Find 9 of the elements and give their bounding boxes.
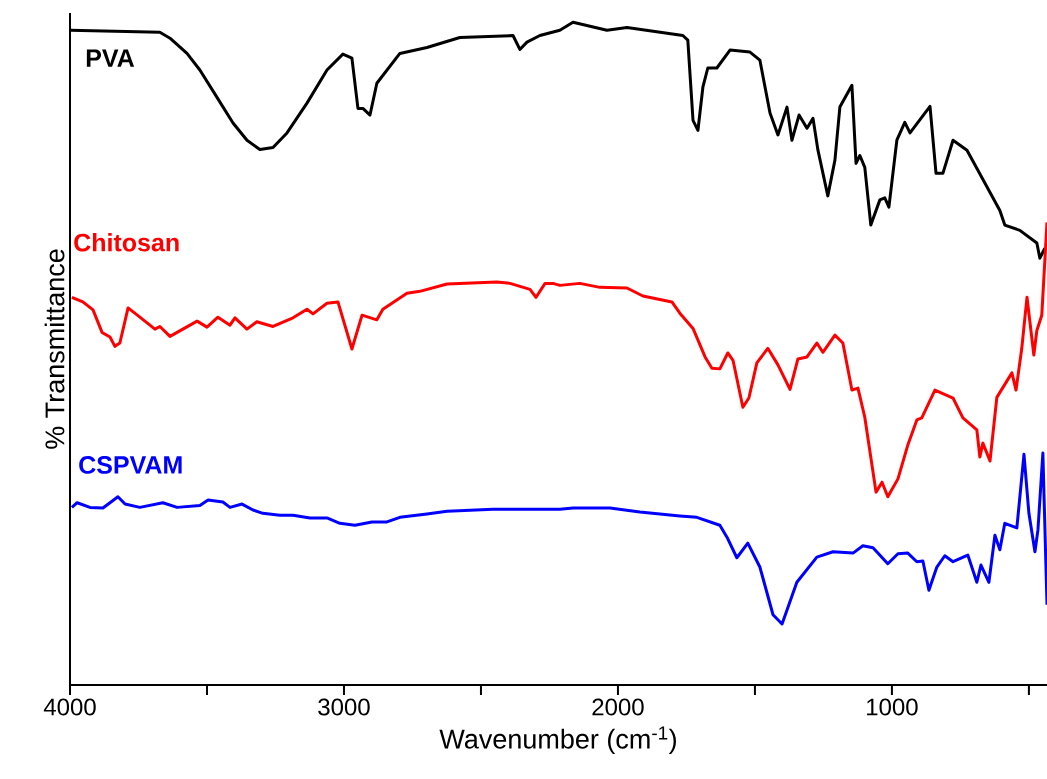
x-axis-title: Wavenumber (cm$^{-1}$) <box>439 726 676 755</box>
y-axis-title: % Transmittance <box>44 249 65 449</box>
x-tick-label: 2000 <box>592 698 644 716</box>
x-tick-label: 1000 <box>867 698 918 716</box>
x-tick-label: 3000 <box>318 698 370 716</box>
series-label: Chitosan <box>74 233 179 252</box>
series-label: PVA <box>86 49 135 67</box>
series-label: CSPVAM <box>79 456 182 474</box>
x-tick-label: 4000 <box>43 698 96 716</box>
